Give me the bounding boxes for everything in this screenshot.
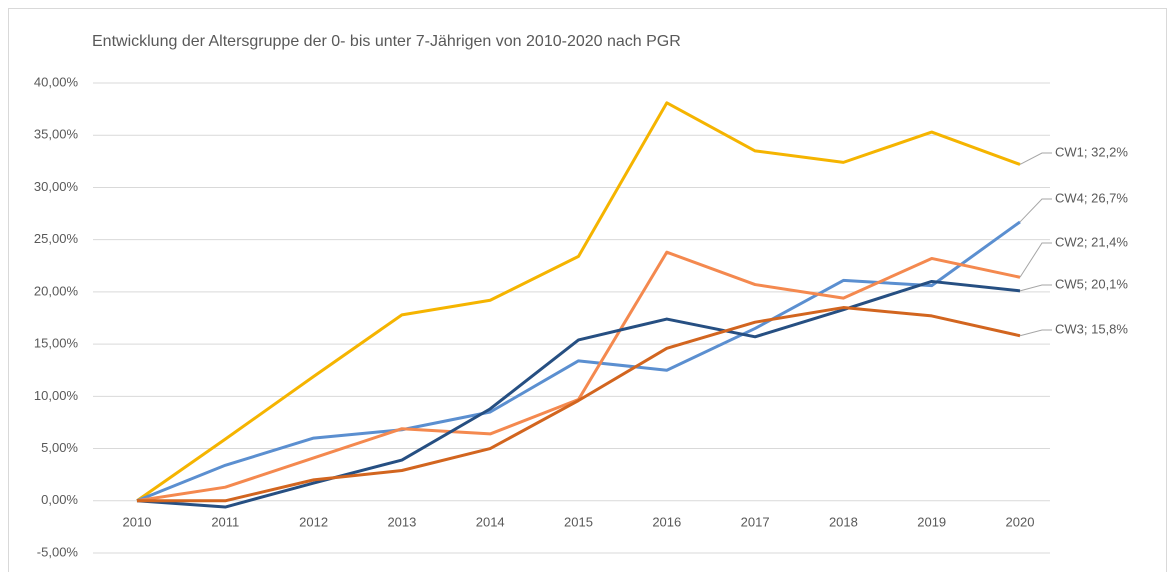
series-line	[136, 279, 1021, 509]
series-line	[136, 220, 1021, 503]
leader-line	[1019, 284, 1052, 292]
x-tick-label: 2015	[564, 514, 593, 529]
x-tick-label: 2013	[387, 514, 416, 529]
data-label: CW3; 15,8%	[1055, 321, 1128, 336]
data-label: CW4; 26,7%	[1055, 190, 1128, 205]
y-tick-label: 35,00%	[34, 127, 79, 142]
x-tick-label: 2018	[829, 514, 858, 529]
x-tick-label: 2019	[917, 514, 946, 529]
y-tick-label: 15,00%	[34, 336, 79, 351]
data-label: CW1; 32,2%	[1055, 144, 1128, 159]
data-label: CW5; 20,1%	[1055, 276, 1128, 291]
series-line	[137, 306, 1021, 503]
x-tick-label: 2011	[211, 514, 239, 529]
leader-line	[1019, 152, 1052, 165]
y-tick-label: 20,00%	[34, 283, 79, 298]
x-tick-label: 2014	[476, 514, 505, 529]
y-tick-label: 5,00%	[41, 440, 78, 455]
leader-line	[1019, 242, 1052, 278]
x-tick-label: 2012	[299, 514, 328, 529]
y-tick-label: 40,00%	[34, 74, 79, 89]
chart-title: Entwicklung der Altersgruppe der 0- bis …	[92, 33, 681, 50]
x-tick-label: 2017	[741, 514, 770, 529]
y-tick-label: 10,00%	[34, 388, 79, 403]
y-tick-label: -5,00%	[37, 544, 79, 559]
y-tick-label: 25,00%	[34, 231, 79, 246]
chart-frame	[8, 8, 1167, 577]
leader-line	[1019, 198, 1052, 223]
x-tick-label: 2020	[1006, 514, 1035, 529]
x-tick-label: 2010	[123, 514, 152, 529]
y-tick-label: 0,00%	[41, 492, 78, 507]
leader-line	[1019, 329, 1052, 337]
y-tick-label: 30,00%	[34, 179, 79, 194]
series-line	[136, 101, 1021, 503]
x-tick-label: 2016	[652, 514, 681, 529]
data-label: CW2; 21,4%	[1055, 234, 1128, 249]
